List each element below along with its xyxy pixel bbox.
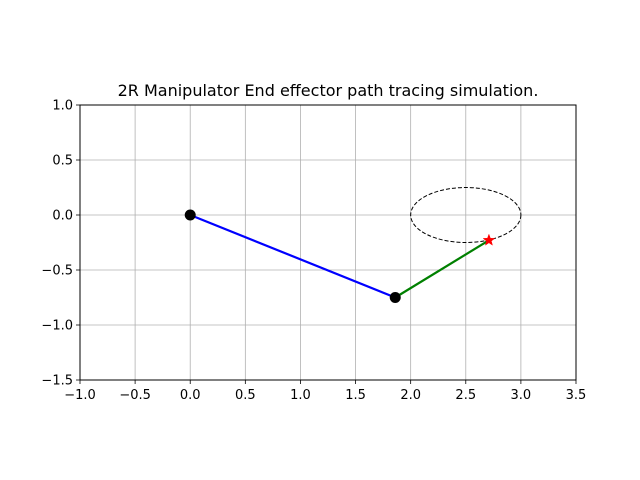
chart-title: 2R Manipulator End effector path tracing… [118,81,539,100]
joint-0-marker [184,209,196,221]
plot-area: −1.0 −0.5 0.0 0.5 1.0 1.5 2.0 2.5 3.0 3.5−1.5−1.0… [41,99,586,404]
x-tick-label: 2.0 [400,388,421,403]
link-1-line [189,213,397,299]
y-tick-label: 0.0 [52,209,73,224]
x-tick-label: 2.5 [455,388,476,403]
ticks: −1.0 −0.5 0.0 0.5 1.0 1.5 2.0 2.5 3.0 3.5−1.5−1.0… [41,99,586,404]
x-tick-label: 0.0 [180,388,201,403]
x-tick-label: 3.5 [566,388,587,403]
end-effector-star-marker [482,233,496,246]
data-layer [184,187,522,303]
y-tick-label: 0.5 [52,154,73,169]
y-tick-label: 1.0 [52,99,73,114]
axes-frame [79,104,577,381]
x-tick-label: 0.5 [235,388,256,403]
path-ellipse [410,187,522,243]
x-tick-label: 1.5 [345,388,366,403]
y-tick-label: −1.5 [41,374,73,389]
axes-background [80,105,576,380]
joint-1-marker [389,292,401,303]
x-tick-label: −0.5 [119,388,151,403]
x-tick-label: −1.0 [64,388,96,403]
link-2-line [394,239,491,299]
y-tick-label: −1.0 [41,319,73,334]
x-tick-label: 3.0 [511,388,532,403]
x-tick-label: 1.0 [290,388,311,403]
y-tick-label: −0.5 [41,264,73,279]
